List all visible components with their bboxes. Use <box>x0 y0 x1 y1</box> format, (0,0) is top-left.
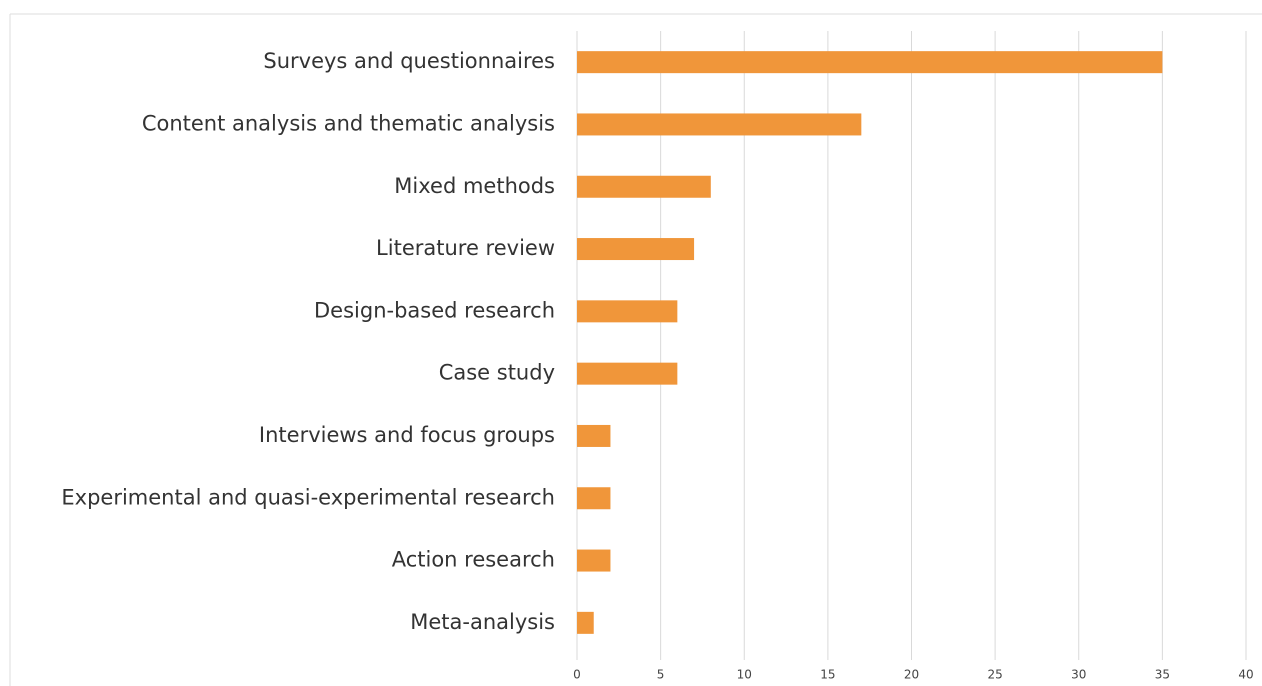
bar <box>577 175 711 198</box>
x-tick-label: 40 <box>1238 668 1253 682</box>
y-tick-label: Design-based research <box>314 298 555 322</box>
y-tick-label: Action research <box>392 548 555 572</box>
x-tick-label: 30 <box>1071 668 1086 682</box>
y-tick-label: Literature review <box>376 236 555 260</box>
x-tick-label: 10 <box>737 668 752 682</box>
x-tick-label: 15 <box>820 668 835 682</box>
bar <box>577 549 611 572</box>
y-tick-label: Meta-analysis <box>410 610 555 634</box>
bar <box>577 487 611 510</box>
y-tick-label: Interviews and focus groups <box>259 423 555 447</box>
bar <box>577 424 611 447</box>
bar <box>577 51 1163 74</box>
bar <box>577 238 695 261</box>
x-tick-label: 35 <box>1155 668 1170 682</box>
y-tick-label: Experimental and quasi-experimental rese… <box>61 485 555 509</box>
bar <box>577 113 862 136</box>
y-tick-label: Case study <box>439 361 555 385</box>
bar <box>577 362 678 385</box>
y-tick-label: Surveys and questionnaires <box>263 49 555 73</box>
x-tick-label: 0 <box>573 668 581 682</box>
bar <box>577 300 678 323</box>
bar <box>577 611 594 634</box>
y-tick-label: Content analysis and thematic analysis <box>142 111 555 135</box>
x-tick-label: 20 <box>904 668 919 682</box>
x-tick-label: 25 <box>987 668 1002 682</box>
y-tick-label: Mixed methods <box>394 174 555 198</box>
x-tick-label: 5 <box>657 668 665 682</box>
